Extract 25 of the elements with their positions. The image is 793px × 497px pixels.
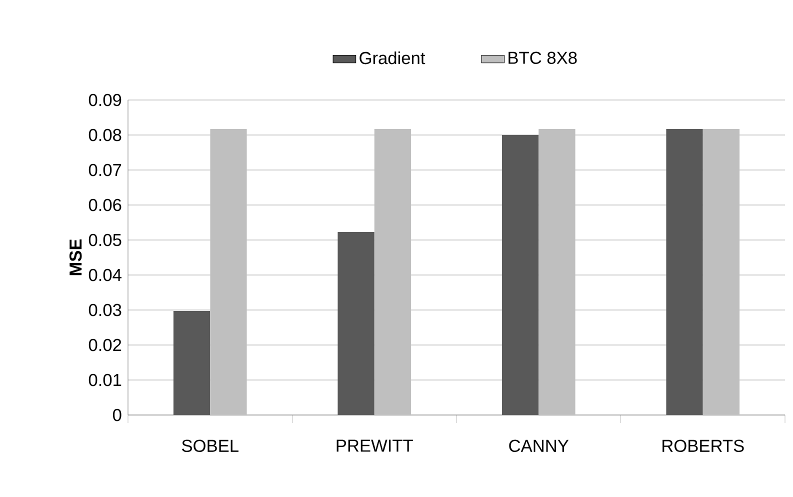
y-tick-label: 0.05 — [88, 234, 122, 246]
x-tick-label: ROBERTS — [662, 440, 744, 452]
y-axis-title: MSE — [69, 239, 82, 276]
y-tick-label: 0 — [112, 408, 122, 422]
bar — [173, 311, 210, 415]
y-tick-label: 0.06 — [88, 198, 122, 212]
bar — [374, 129, 412, 415]
legend-label: BTC 8X8 — [508, 52, 577, 64]
bar — [338, 232, 374, 415]
bar — [210, 129, 247, 415]
bar — [666, 129, 703, 415]
y-tick-label: 0.02 — [88, 338, 122, 352]
x-tick-label: SOBEL — [182, 440, 238, 452]
y-tick-label: 0.09 — [88, 94, 122, 106]
x-tick-label: PREWITT — [336, 440, 413, 452]
y-tick-label: 0.07 — [88, 164, 122, 176]
y-tick-label: 0.01 — [88, 374, 122, 386]
y-tick-label: 0.03 — [88, 304, 122, 316]
bar — [538, 129, 576, 415]
y-tick-label: 0.04 — [88, 268, 122, 282]
y-tick-label: 0.08 — [88, 128, 122, 142]
bar — [502, 135, 539, 415]
x-tick-label: CANNY — [509, 440, 569, 452]
bar — [702, 129, 740, 415]
legend-label: Gradient — [360, 51, 426, 64]
